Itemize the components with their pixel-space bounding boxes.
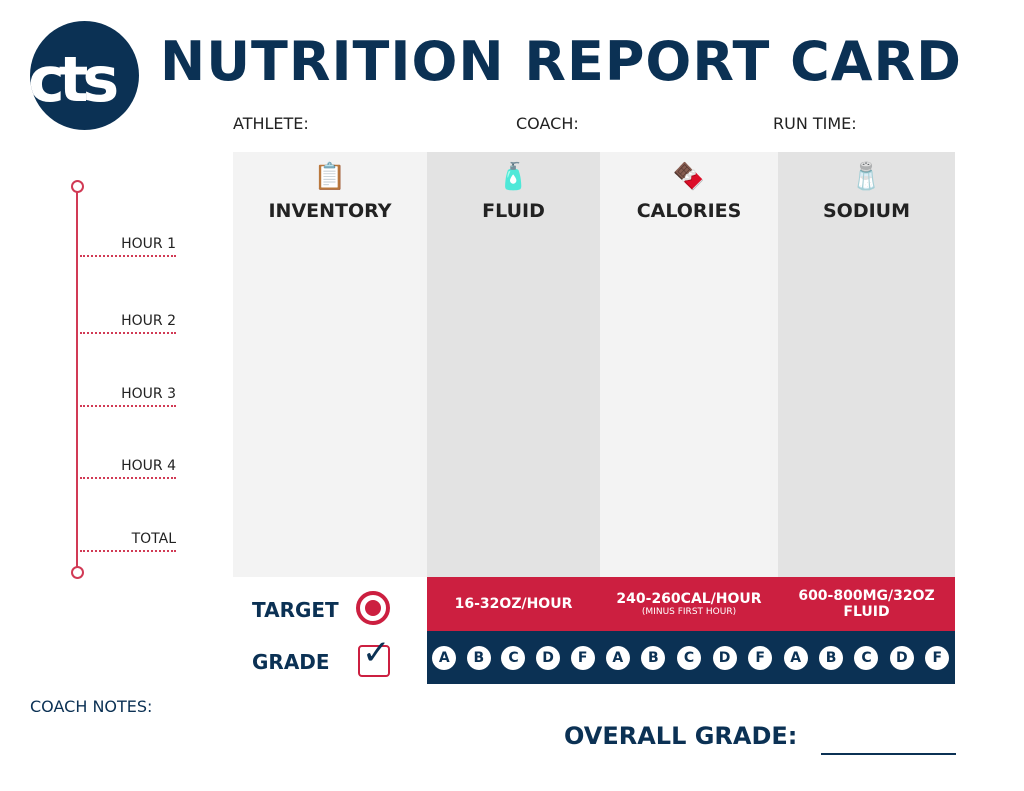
target-icon [356, 591, 390, 625]
grade-option-a[interactable]: A [605, 645, 630, 670]
grade-option-c[interactable]: C [676, 645, 701, 670]
target-fluid: 16-32OZ/HOUR [454, 596, 573, 612]
grade-option-a[interactable]: A [783, 645, 808, 670]
timeline-hour-2: HOUR 2 [80, 313, 176, 334]
page-title: NUTRITION REPORT CARD [160, 30, 962, 93]
grade-option-a[interactable]: A [432, 645, 457, 670]
grade-option-f[interactable]: F [570, 645, 595, 670]
target-calories: 240-260CAL/HOUR (MINUS FIRST HOUR) [616, 591, 762, 617]
column-header: FLUID [482, 200, 545, 222]
grade-option-b[interactable]: B [641, 645, 666, 670]
grade-label: GRADE [252, 650, 330, 674]
column-sodium: 🧂 SODIUM [778, 152, 955, 577]
column-header: INVENTORY [268, 200, 392, 222]
column-calories: 🍫 CALORIES [600, 152, 778, 577]
grade-option-d[interactable]: D [712, 645, 737, 670]
grade-option-d[interactable]: D [889, 645, 914, 670]
grade-option-d[interactable]: D [536, 645, 561, 670]
target-sodium: 600-800MG/32OZ FLUID [798, 588, 935, 620]
energy-bar-icon: 🍫 [672, 162, 706, 192]
timeline-hour-1: HOUR 1 [80, 236, 176, 257]
overall-grade-line[interactable] [821, 753, 956, 755]
athlete-label: ATHLETE: [233, 114, 309, 133]
grade-option-b[interactable]: B [819, 645, 844, 670]
checkbox-check-icon: ✓ [358, 633, 391, 677]
target-band: 16-32OZ/HOUR 240-260CAL/HOUR (MINUS FIRST… [427, 577, 955, 631]
column-header: SODIUM [822, 200, 910, 222]
coach-label: COACH: [516, 114, 579, 133]
clipboard-stopwatch-icon: 📋 [313, 162, 347, 192]
column-header: CALORIES [636, 200, 742, 222]
grade-option-b[interactable]: B [466, 645, 491, 670]
grade-option-f[interactable]: F [925, 645, 950, 670]
cts-logo: cts [30, 21, 139, 130]
run-time-label: RUN TIME: [773, 114, 857, 133]
column-fluid: 🧴 FLUID [427, 152, 600, 577]
timeline-line [76, 186, 78, 572]
overall-grade-label: OVERALL GRADE: [564, 722, 798, 750]
grade-option-c[interactable]: C [501, 645, 526, 670]
grade-option-c[interactable]: C [854, 645, 879, 670]
timeline-total: TOTAL [80, 531, 176, 552]
salt-shaker-icon: 🧂 [850, 162, 883, 192]
timeline-start-dot [71, 180, 84, 193]
grade-option-f[interactable]: F [748, 645, 773, 670]
target-label: TARGET [252, 598, 339, 622]
coach-notes-label: COACH NOTES: [30, 697, 153, 716]
timeline-hour-4: HOUR 4 [80, 458, 176, 479]
timeline-end-dot [71, 566, 84, 579]
timeline-hour-3: HOUR 3 [80, 386, 176, 407]
water-bottle-icon: 🧴 [497, 162, 530, 192]
column-inventory: 📋 INVENTORY [233, 152, 427, 577]
